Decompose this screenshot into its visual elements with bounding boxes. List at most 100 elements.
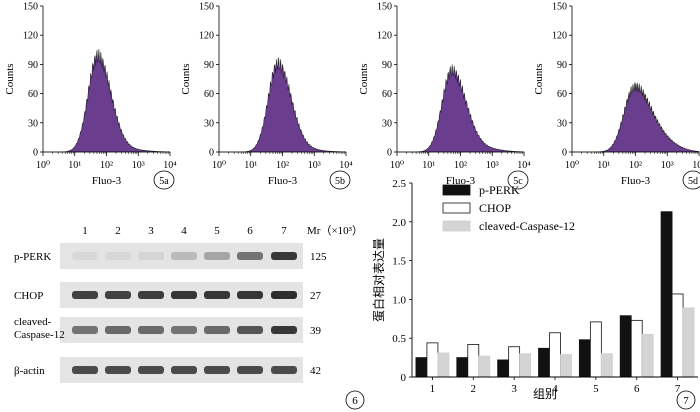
histogram-panel-5a: 0 30 60 90 120 150 10⁰ 10¹ 10² 10³ 10⁴ Counts Fluo-3… — [4, 2, 177, 190]
x-tick-label: 4 — [552, 383, 558, 395]
x-tick-label: 10³ — [308, 160, 321, 171]
x-tick-label: 10¹ — [244, 160, 257, 171]
histogram-panels: 0 30 60 90 120 150 10⁰ 10¹ 10² 10³ 10⁴ Counts Fluo-3… — [4, 2, 700, 190]
x-tick-label: 10⁴ — [163, 160, 177, 171]
x-tick-label: 2 — [471, 383, 477, 395]
blot-row-label: cleaved- — [14, 316, 52, 328]
y-tick-label: 0 — [33, 148, 38, 159]
blot-band — [271, 366, 297, 374]
histogram-panel-5c: 0 30 60 90 120 150 10⁰ 10¹ 10² 10³ 10⁴ Counts Fluo-3… — [358, 2, 531, 190]
bar-cleaved-caspase-12-5 — [600, 353, 613, 378]
lane-number: 6 — [247, 225, 253, 237]
lane-number: 1 — [82, 225, 88, 237]
blot-band — [171, 366, 197, 374]
histogram-panel-5d: 0 30 60 90 120 150 10⁰ 10¹ 10² 10³ 10⁴ Counts Fluo-3… — [533, 2, 700, 190]
blot-band — [271, 291, 297, 299]
blot-row-label: p-PERK — [14, 251, 51, 263]
bar-cleaved-caspase-12-3 — [519, 353, 532, 378]
y-tick-label: 120 — [552, 31, 567, 42]
bar-chop-1 — [426, 342, 439, 378]
blot-band — [72, 326, 98, 334]
x-tick-label: 10³ — [132, 160, 145, 171]
y-tick-label: 90 — [557, 60, 567, 71]
blot-band — [237, 252, 263, 260]
bar-p-perk-7 — [660, 211, 673, 378]
y-tick-label: 150 — [199, 2, 214, 13]
blot-band — [72, 291, 98, 299]
x-tick-label: 10⁰ — [212, 160, 226, 171]
x-tick-label: 6 — [634, 383, 640, 395]
lane-number: 5 — [214, 225, 220, 237]
lane-number: 3 — [148, 225, 154, 237]
blot-band — [105, 326, 131, 334]
blot-band — [138, 326, 164, 334]
y-tick-label: 0 — [401, 372, 407, 384]
x-tick-label: 10³ — [486, 160, 499, 171]
panel-label: 7 — [683, 395, 689, 407]
x-tick-label: 10³ — [661, 160, 674, 171]
blot-mr-value: 27 — [310, 290, 322, 302]
panel-label: 5c — [513, 176, 523, 187]
blot-mr-value: 125 — [310, 251, 327, 263]
x-tick-label: 10¹ — [422, 160, 435, 171]
y-tick-label: 60 — [557, 89, 567, 100]
bar-cleaved-caspase-12-4 — [560, 354, 572, 378]
blot-band — [204, 291, 230, 299]
x-tick-label: 7 — [675, 383, 681, 395]
y-tick-label: 120 — [23, 31, 38, 42]
x-tick-label: 10⁴ — [692, 160, 700, 171]
x-tick-label: 10² — [629, 160, 642, 171]
y-tick-label: 60 — [28, 89, 38, 100]
lane-number: 2 — [115, 225, 121, 237]
blot-band — [138, 291, 164, 299]
panel-label: 5a — [159, 176, 169, 187]
x-axis-label: Fluo-3 — [92, 175, 122, 187]
x-tick-label: 10¹ — [68, 160, 81, 171]
panel-label-circle — [153, 170, 175, 190]
y-tick-label: 0 — [209, 148, 214, 159]
bar-p-perk-1 — [415, 357, 428, 378]
y-tick-label: 90 — [204, 60, 214, 71]
y-tick-label: 30 — [204, 118, 214, 129]
y-tick-label: 60 — [204, 89, 214, 100]
blot-band — [138, 366, 164, 374]
blot-mr-value: 42 — [310, 365, 321, 377]
y-tick-label: 1.0 — [392, 294, 406, 306]
y-tick-label: 150 — [377, 2, 392, 13]
bar-chop-4 — [549, 332, 561, 378]
bar-p-perk-6 — [619, 315, 632, 378]
panel-label-circle — [329, 170, 351, 190]
legend-label: p-PERK — [479, 183, 520, 197]
panel-label-circle — [676, 390, 696, 410]
blot-row-label: CHOP — [14, 290, 43, 302]
legend-swatch — [442, 220, 471, 232]
panel-label-circle — [345, 390, 365, 410]
blot-band — [171, 291, 197, 299]
x-axis-label: Fluo-3 — [621, 175, 651, 187]
blot-band — [271, 252, 297, 260]
panel-label: 5d — [688, 176, 698, 187]
y-tick-label: 120 — [199, 31, 214, 42]
blot-band — [204, 366, 230, 374]
y-tick-label: 0 — [387, 148, 392, 159]
x-tick-label: 5 — [593, 383, 599, 395]
legend-label: cleaved-Caspase-12 — [479, 219, 575, 233]
x-tick-label: 3 — [511, 383, 517, 395]
blot-band — [237, 326, 263, 334]
x-tick-label: 10⁴ — [339, 160, 353, 171]
y-axis-label: Counts — [358, 63, 370, 94]
mr-header: Mr（×10³） — [307, 224, 363, 237]
y-tick-label: 90 — [28, 60, 38, 71]
blot-band — [138, 252, 164, 260]
bar-chop-5 — [589, 321, 602, 378]
legend-swatch — [442, 202, 471, 214]
y-tick-label: 1.5 — [392, 256, 406, 268]
histogram-fill — [43, 49, 171, 153]
y-tick-label: 60 — [382, 89, 392, 100]
x-axis-label: Fluo-3 — [268, 175, 298, 187]
x-tick-label: 10² — [454, 160, 467, 171]
blot-mr-value: 39 — [310, 325, 322, 337]
y-axis-label: 蛋白相对表达量 — [371, 238, 386, 322]
y-tick-label: 2.0 — [392, 217, 406, 229]
